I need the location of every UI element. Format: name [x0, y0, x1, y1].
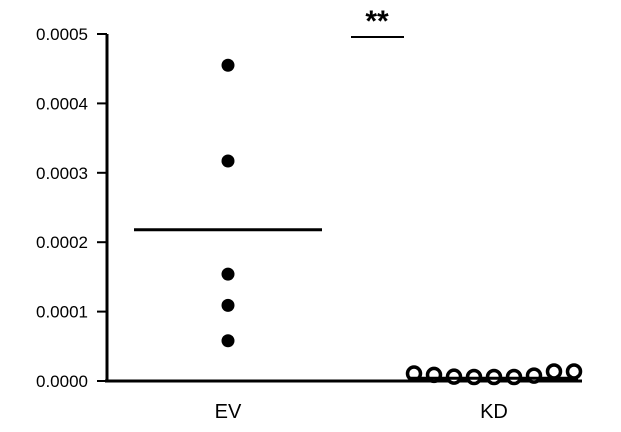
x-category-label: KD [480, 401, 508, 423]
data-point-open [565, 363, 583, 380]
data-point [221, 154, 235, 168]
data-point [221, 334, 235, 348]
y-tick-label: 0.0002 [36, 233, 88, 252]
data-point [221, 298, 235, 312]
data-point [221, 267, 235, 281]
y-tick-label: 0.0004 [36, 94, 88, 113]
x-category-label: EV [215, 401, 242, 423]
significance-annotation: ** [351, 5, 404, 38]
y-axis: 0.0000 0.0001 0.0002 0.0003 0.0004 0.0005 [36, 25, 109, 391]
x-axis: EV KD [105, 379, 582, 423]
data-marks [134, 58, 583, 386]
significance-label: ** [365, 5, 389, 38]
y-ticks: 0.0000 0.0001 0.0002 0.0003 0.0004 0.0005 [36, 25, 107, 391]
data-point-open [525, 367, 543, 384]
y-tick-label: 0.0000 [36, 372, 88, 391]
data-point-open [445, 368, 463, 385]
data-point [221, 58, 235, 72]
y-tick-label: 0.0005 [36, 25, 88, 44]
y-tick-label: 0.0001 [36, 303, 88, 322]
y-tick-label: 0.0003 [36, 164, 88, 183]
data-point-open [545, 363, 563, 380]
x-labels: EV KD [215, 401, 508, 423]
